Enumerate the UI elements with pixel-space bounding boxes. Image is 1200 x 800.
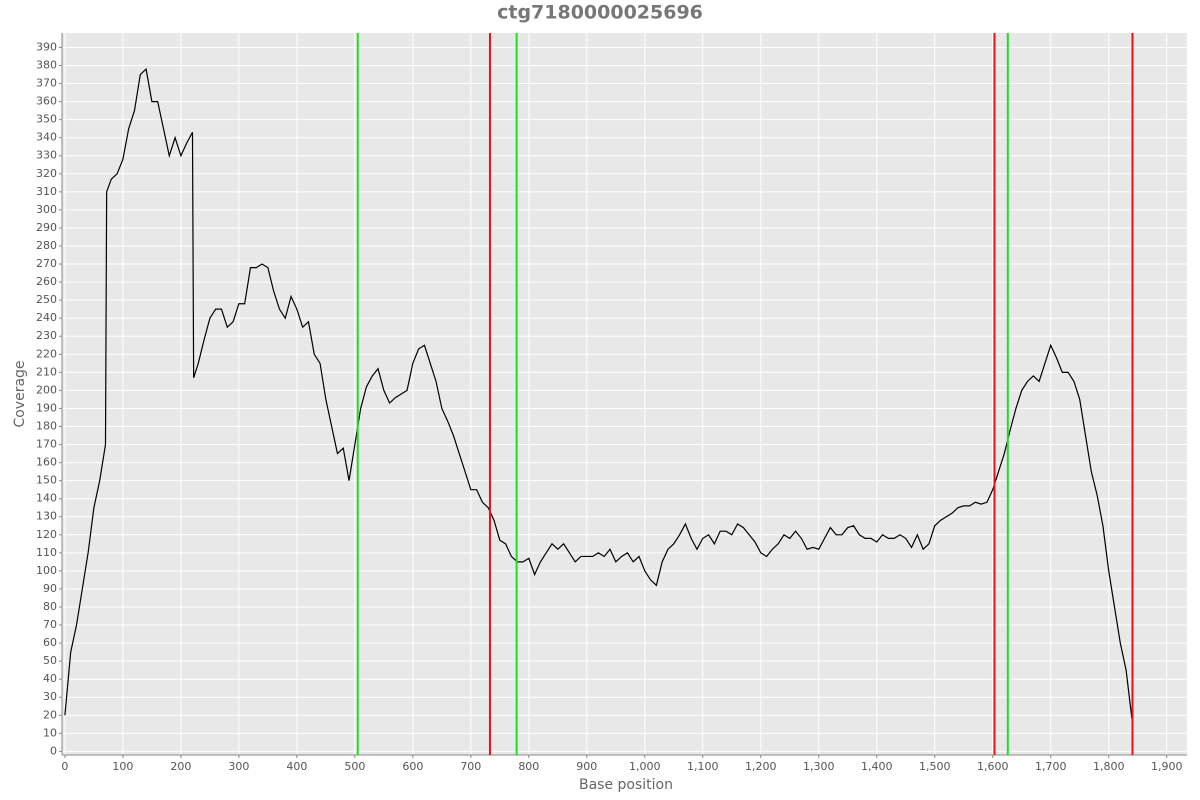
y-tick-label: 100 — [36, 564, 57, 577]
y-tick-label: 70 — [43, 618, 57, 631]
x-tick-label: 1,400 — [861, 760, 893, 773]
y-tick-label: 150 — [36, 474, 57, 487]
y-tick-label: 280 — [36, 239, 57, 252]
y-tick-label: 310 — [36, 185, 57, 198]
y-tick-label: 160 — [36, 456, 57, 469]
y-tick-label: 350 — [36, 113, 57, 126]
y-tick-label: 60 — [43, 636, 57, 649]
x-tick-label: 600 — [402, 760, 423, 773]
chart-title: ctg7180000025696 — [497, 2, 703, 24]
y-tick-label: 300 — [36, 203, 57, 216]
x-tick-label: 1,100 — [687, 760, 719, 773]
y-tick-label: 240 — [36, 311, 57, 324]
x-tick-label: 700 — [460, 760, 481, 773]
y-tick-label: 140 — [36, 492, 57, 505]
y-tick-label: 270 — [36, 257, 57, 270]
x-tick-label: 500 — [344, 760, 365, 773]
y-tick-label: 0 — [50, 744, 57, 757]
y-tick-label: 90 — [43, 582, 57, 595]
y-tick-label: 190 — [36, 401, 57, 414]
y-tick-label: 120 — [36, 528, 57, 541]
y-tick-label: 50 — [43, 654, 57, 667]
y-tick-label: 210 — [36, 365, 57, 378]
y-tick-label: 40 — [43, 672, 57, 685]
x-tick-label: 1,800 — [1093, 760, 1125, 773]
x-tick-label: 1,700 — [1035, 760, 1067, 773]
y-tick-label: 230 — [36, 329, 57, 342]
x-tick-label: 900 — [576, 760, 597, 773]
x-tick-label: 200 — [170, 760, 191, 773]
y-tick-label: 360 — [36, 95, 57, 108]
x-tick-label: 1,900 — [1151, 760, 1183, 773]
x-tick-label: 1,000 — [629, 760, 661, 773]
y-tick-label: 330 — [36, 149, 57, 162]
y-tick-label: 370 — [36, 77, 57, 90]
plot-area — [62, 33, 1187, 755]
x-tick-label: 400 — [286, 760, 307, 773]
x-tick-label: 0 — [61, 760, 68, 773]
y-tick-label: 380 — [36, 58, 57, 71]
y-tick-label: 130 — [36, 510, 57, 523]
x-tick-label: 100 — [112, 760, 133, 773]
x-tick-label: 1,600 — [977, 760, 1009, 773]
y-tick-label: 80 — [43, 600, 57, 613]
x-tick-label: 1,200 — [745, 760, 777, 773]
x-axis-label: Base position — [579, 777, 673, 793]
y-tick-label: 340 — [36, 131, 57, 144]
y-tick-label: 110 — [36, 546, 57, 559]
y-tick-label: 170 — [36, 438, 57, 451]
y-tick-label: 250 — [36, 293, 57, 306]
y-tick-label: 200 — [36, 383, 57, 396]
x-tick-label: 300 — [228, 760, 249, 773]
y-tick-label: 30 — [43, 690, 57, 703]
y-tick-label: 20 — [43, 708, 57, 721]
y-tick-label: 10 — [43, 726, 57, 739]
x-tick-label: 1,300 — [803, 760, 835, 773]
y-axis-label: Coverage — [12, 360, 28, 427]
y-tick-label: 320 — [36, 167, 57, 180]
x-tick-label: 800 — [518, 760, 539, 773]
y-tick-label: 290 — [36, 221, 57, 234]
y-tick-label: 260 — [36, 275, 57, 288]
coverage-line — [64, 67, 1133, 719]
x-tick-label: 1,500 — [919, 760, 951, 773]
y-tick-label: 390 — [36, 40, 57, 53]
y-tick-label: 180 — [36, 419, 57, 432]
y-tick-label: 220 — [36, 347, 57, 360]
